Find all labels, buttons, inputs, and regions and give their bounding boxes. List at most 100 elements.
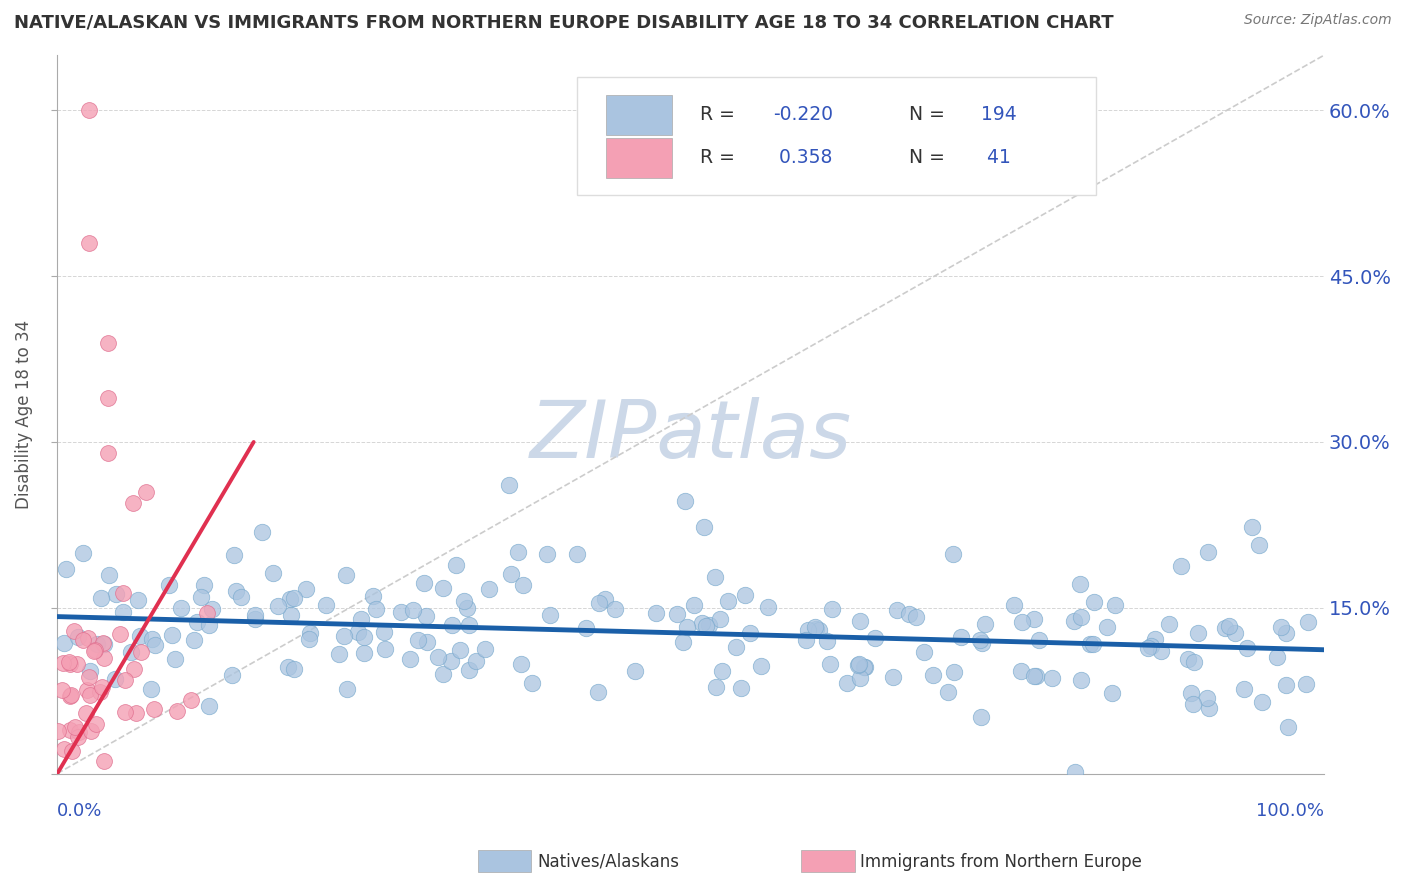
Point xyxy=(536,547,558,561)
Point xyxy=(904,609,927,624)
Point xyxy=(165,652,187,666)
Point xyxy=(142,701,165,715)
Point xyxy=(1213,621,1236,635)
Point xyxy=(1083,595,1105,609)
Point xyxy=(1040,671,1063,685)
Point xyxy=(53,742,76,756)
Point xyxy=(538,608,561,623)
Point xyxy=(849,614,872,628)
Text: 194: 194 xyxy=(981,105,1017,124)
Text: N =: N = xyxy=(908,148,950,168)
Point xyxy=(127,592,149,607)
Point xyxy=(943,665,966,679)
Point xyxy=(942,547,965,561)
Point xyxy=(160,628,183,642)
Point xyxy=(195,606,218,620)
Point xyxy=(139,681,162,696)
Point xyxy=(63,624,86,638)
Point xyxy=(166,704,188,718)
Point xyxy=(1010,664,1032,678)
FancyBboxPatch shape xyxy=(606,138,672,178)
Point xyxy=(170,601,193,615)
Point xyxy=(478,582,501,596)
Point xyxy=(141,632,163,646)
Point xyxy=(432,581,454,595)
Point xyxy=(267,599,290,614)
Point xyxy=(353,630,375,644)
Point xyxy=(797,623,820,637)
Text: R =: R = xyxy=(700,148,741,168)
Point xyxy=(278,591,301,606)
Point xyxy=(399,652,422,666)
Point xyxy=(1101,686,1123,700)
Point xyxy=(863,632,886,646)
Point xyxy=(97,335,120,350)
Point xyxy=(1095,620,1118,634)
Point xyxy=(803,620,825,634)
Point xyxy=(897,607,920,621)
Point xyxy=(1170,558,1192,573)
Point xyxy=(361,589,384,603)
Point xyxy=(193,578,215,592)
Point xyxy=(1069,576,1091,591)
Point xyxy=(1011,615,1033,629)
Point xyxy=(373,624,395,639)
Point xyxy=(1275,625,1298,640)
Point xyxy=(90,591,112,605)
Point xyxy=(690,615,713,630)
Point xyxy=(695,619,717,633)
Point xyxy=(804,623,827,637)
Point xyxy=(1240,519,1263,533)
Point xyxy=(1233,682,1256,697)
Point xyxy=(465,654,488,668)
Point xyxy=(821,602,844,616)
Point xyxy=(510,657,533,671)
Point xyxy=(66,657,89,672)
Point xyxy=(104,672,127,686)
Text: ZIPatlas: ZIPatlas xyxy=(530,397,852,475)
Point xyxy=(53,636,76,650)
Point xyxy=(60,744,83,758)
Point xyxy=(1081,637,1104,651)
Point xyxy=(77,631,100,645)
Point xyxy=(55,562,77,576)
Point xyxy=(75,706,97,721)
Point xyxy=(86,717,108,731)
Point xyxy=(1181,698,1204,712)
Point xyxy=(886,602,908,616)
Point xyxy=(97,446,120,460)
Point xyxy=(406,633,429,648)
Point xyxy=(520,675,543,690)
Point xyxy=(676,620,699,634)
Point xyxy=(222,548,245,562)
Point xyxy=(1063,615,1085,629)
Text: 0.358: 0.358 xyxy=(773,148,832,168)
Point xyxy=(298,632,321,646)
FancyBboxPatch shape xyxy=(606,95,672,135)
Text: R =: R = xyxy=(700,105,741,124)
Point xyxy=(59,657,82,671)
Point xyxy=(79,688,101,702)
Point xyxy=(198,618,221,632)
Point xyxy=(79,670,101,684)
Point xyxy=(58,655,80,669)
Point xyxy=(243,608,266,623)
Point xyxy=(79,665,101,679)
Point xyxy=(125,706,148,721)
Point xyxy=(186,615,208,630)
Point xyxy=(1024,612,1046,626)
Point xyxy=(97,391,120,405)
Point xyxy=(402,603,425,617)
Text: -0.220: -0.220 xyxy=(773,105,834,124)
Point xyxy=(1136,640,1159,655)
Point xyxy=(157,578,180,592)
Point xyxy=(1195,691,1218,706)
Point xyxy=(444,558,467,572)
Point xyxy=(970,636,993,650)
Point xyxy=(1070,673,1092,687)
Point xyxy=(1197,545,1219,559)
Point xyxy=(93,651,115,665)
Point xyxy=(704,680,727,694)
Point xyxy=(1295,676,1317,690)
Point xyxy=(456,600,478,615)
